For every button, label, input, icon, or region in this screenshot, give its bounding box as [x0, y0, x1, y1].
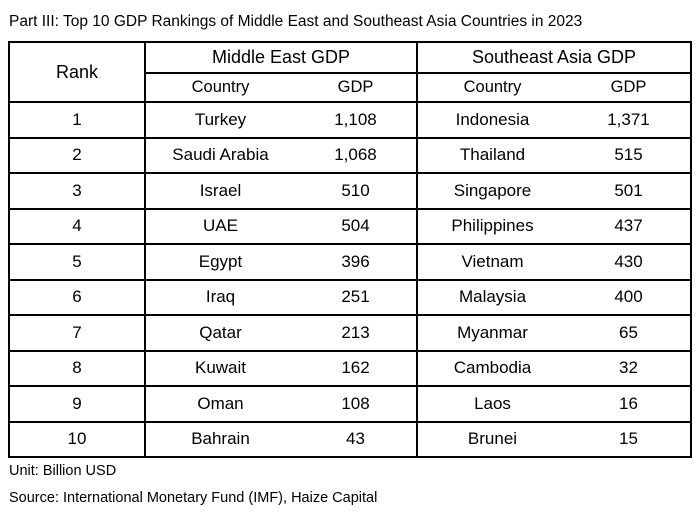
me-gdp-cell: 43	[295, 420, 418, 457]
sea-gdp-cell: 430	[567, 243, 691, 280]
sea-country-cell: Myanmar	[417, 314, 567, 351]
rank-cell: 10	[9, 420, 146, 457]
sea-gdp-cell: 400	[567, 278, 691, 315]
me-country-cell: Saudi Arabia	[145, 136, 295, 173]
table-row: 3 Israel 510 Singapore 501	[9, 172, 691, 209]
sea-country-column-header: Country	[417, 72, 567, 102]
me-country-cell: Egypt	[145, 243, 295, 280]
me-gdp-cell: 510	[295, 172, 418, 209]
sea-country-cell: Indonesia	[417, 101, 567, 138]
me-gdp-cell: 162	[295, 349, 418, 386]
table-row: 9 Oman 108 Laos 16	[9, 385, 691, 422]
sea-country-cell: Vietnam	[417, 243, 567, 280]
me-country-cell: Kuwait	[145, 349, 295, 386]
sea-country-cell: Malaysia	[417, 278, 567, 315]
table-row: 8 Kuwait 162 Cambodia 32	[9, 349, 691, 386]
table-row: 10 Bahrain 43 Brunei 15	[9, 420, 691, 457]
rank-cell: 1	[9, 101, 146, 138]
source-note: Source: International Monetary Fund (IMF…	[9, 490, 378, 506]
sea-country-cell: Philippines	[417, 207, 567, 244]
rank-cell: 7	[9, 314, 146, 351]
me-country-cell: Israel	[145, 172, 295, 209]
rank-cell: 4	[9, 207, 146, 244]
sea-country-cell: Brunei	[417, 420, 567, 457]
table-row: 5 Egypt 396 Vietnam 430	[9, 243, 691, 280]
rank-cell: 2	[9, 136, 146, 173]
table-row: 2 Saudi Arabia 1,068 Thailand 515	[9, 136, 691, 173]
rank-cell: 5	[9, 243, 146, 280]
southeast-asia-section-header: Southeast Asia GDP	[471, 47, 637, 67]
sea-gdp-column-header: GDP	[567, 72, 691, 102]
section-header-row: Rank Middle East GDP Southeast Asia GDP	[9, 42, 691, 102]
rank-cell: 6	[9, 278, 146, 315]
sea-gdp-cell: 32	[567, 349, 691, 386]
rank-column-header: Rank	[9, 42, 146, 102]
me-gdp-cell: 396	[295, 243, 418, 280]
sea-gdp-cell: 15	[567, 420, 691, 457]
me-gdp-cell: 108	[295, 385, 418, 422]
rank-cell: 8	[9, 349, 146, 386]
me-country-cell: UAE	[145, 207, 295, 244]
sea-gdp-cell: 16	[567, 385, 691, 422]
me-country-cell: Iraq	[145, 278, 295, 315]
sea-gdp-cell: 65	[567, 314, 691, 351]
table-row: 7 Qatar 213 Myanmar 65	[9, 314, 691, 351]
me-country-cell: Oman	[145, 385, 295, 422]
me-country-cell: Qatar	[145, 314, 295, 351]
sea-country-cell: Cambodia	[417, 349, 567, 386]
sea-gdp-cell: 515	[567, 136, 691, 173]
rank-cell: 9	[9, 385, 146, 422]
me-gdp-cell: 1,108	[295, 101, 418, 138]
gdp-ranking-table: Rank Middle East GDP Southeast Asia GDP …	[8, 41, 692, 458]
table-row: 4 UAE 504 Philippines 437	[9, 207, 691, 244]
table-row: 6 Iraq 251 Malaysia 400	[9, 278, 691, 315]
sea-gdp-cell: 1,371	[567, 101, 691, 138]
me-country-cell: Turkey	[145, 101, 295, 138]
table-row: 1 Turkey 1,108 Indonesia 1,371	[9, 101, 691, 138]
table-body: 1 Turkey 1,108 Indonesia 1,371 2 Saudi Arabia 1…	[9, 101, 691, 457]
me-country-cell: Bahrain	[145, 420, 295, 457]
me-gdp-cell: 213	[295, 314, 418, 351]
sea-gdp-cell: 437	[567, 207, 691, 244]
me-gdp-cell: 504	[295, 207, 418, 244]
me-gdp-cell: 1,068	[295, 136, 418, 173]
me-country-column-header: Country	[145, 72, 295, 102]
sub-header-row: Country GDP Country GDP	[9, 72, 691, 102]
unit-note: Unit: Billion USD	[9, 463, 117, 479]
me-gdp-cell: 251	[295, 278, 418, 315]
sea-country-cell: Laos	[417, 385, 567, 422]
sea-country-cell: Thailand	[417, 136, 567, 173]
rank-cell: 3	[9, 172, 146, 209]
middle-east-section-header: Middle East GDP	[145, 42, 418, 73]
page-title: Part III: Top 10 GDP Rankings of Middle …	[9, 13, 583, 30]
table-header: Rank Middle East GDP Southeast Asia GDP …	[9, 42, 691, 102]
me-gdp-column-header: GDP	[295, 72, 418, 102]
sea-gdp-cell: 501	[567, 172, 691, 209]
sea-country-cell: Singapore	[417, 172, 567, 209]
